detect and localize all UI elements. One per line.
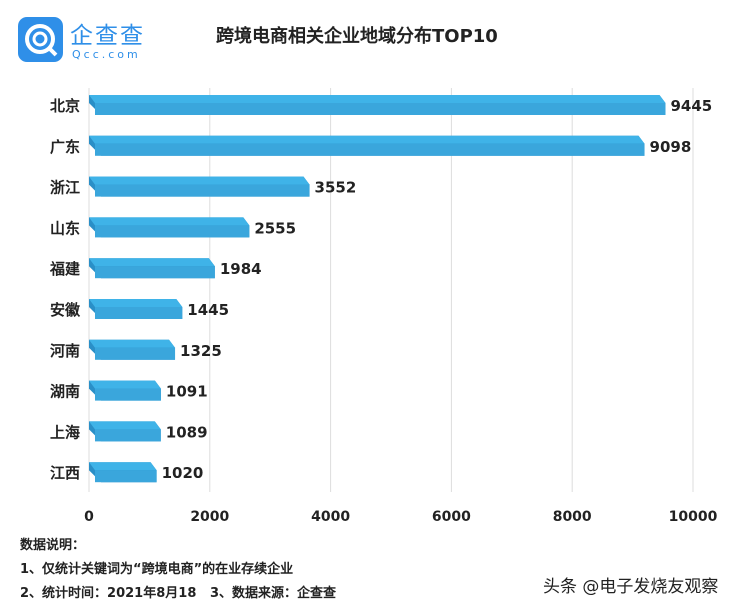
bar <box>89 135 645 144</box>
x-tick-label: 0 <box>84 509 94 525</box>
category-label: 湖南 <box>50 383 80 401</box>
chart-title: 跨境电商相关企业地域分布TOP10 <box>216 26 498 47</box>
category-label: 广东 <box>50 138 80 156</box>
bar-face <box>95 225 250 238</box>
x-tick-label: 2000 <box>190 509 229 525</box>
category-label: 上海 <box>50 423 80 441</box>
data-label: 9445 <box>670 97 712 115</box>
data-label: 9098 <box>650 138 692 156</box>
bar-face <box>95 307 183 319</box>
bar <box>89 339 176 348</box>
logo-url: Qcc.com <box>72 48 141 61</box>
data-label: 1020 <box>162 464 204 482</box>
data-label: 2555 <box>254 219 296 237</box>
bar-face <box>95 347 176 360</box>
bar-face <box>95 470 157 483</box>
data-label: 3552 <box>315 179 357 197</box>
category-label: 福建 <box>49 260 81 278</box>
bar-face <box>95 103 666 115</box>
bar-chart: 0 2000 4000 6000 8000 10000 北京 9445 广东 9098 浙江 3552… <box>49 88 718 525</box>
bar-face <box>95 388 161 401</box>
logo-name: 企查查 <box>70 23 145 49</box>
data-label: 1089 <box>166 423 208 441</box>
category-label: 安徽 <box>50 301 81 319</box>
bar <box>89 217 250 226</box>
category-label: 浙江 <box>50 179 80 197</box>
data-label: 1325 <box>180 342 222 360</box>
bar <box>89 299 183 307</box>
notes-line-1: 1、仅统计关键词为“跨境电商”的在业存续企业 <box>20 562 294 577</box>
data-label: 1091 <box>166 383 208 401</box>
bar-face <box>95 184 310 197</box>
x-tick-label: 8000 <box>553 509 592 525</box>
data-notes: 数据说明： 1、仅统计关键词为“跨境电商”的在业存续企业 2、统计时间：2021… <box>20 534 336 606</box>
bar <box>89 421 161 430</box>
x-tick-label: 4000 <box>311 509 350 525</box>
notes-line-2: 2、统计时间：2021年8月18 3、数据来源：企查查 <box>20 586 336 601</box>
notes-heading: 数据说明： <box>20 538 86 553</box>
bar-face <box>95 429 161 442</box>
bar <box>89 176 310 185</box>
data-label: 1984 <box>220 260 262 278</box>
category-label: 山东 <box>50 219 80 237</box>
bar <box>89 380 161 389</box>
data-label: 1445 <box>187 301 229 319</box>
watermark: 头条 @电子发烧友观察 <box>543 577 719 597</box>
bar <box>89 462 157 471</box>
category-label: 江西 <box>50 464 80 482</box>
x-tick-label: 6000 <box>432 509 471 525</box>
bar <box>89 95 666 103</box>
qcc-logo-icon <box>18 17 63 62</box>
bar <box>89 258 215 267</box>
bar-face <box>95 266 215 279</box>
x-tick-label: 10000 <box>669 509 718 525</box>
bar-face <box>95 143 645 156</box>
category-label: 北京 <box>50 97 80 115</box>
category-label: 河南 <box>50 342 80 360</box>
